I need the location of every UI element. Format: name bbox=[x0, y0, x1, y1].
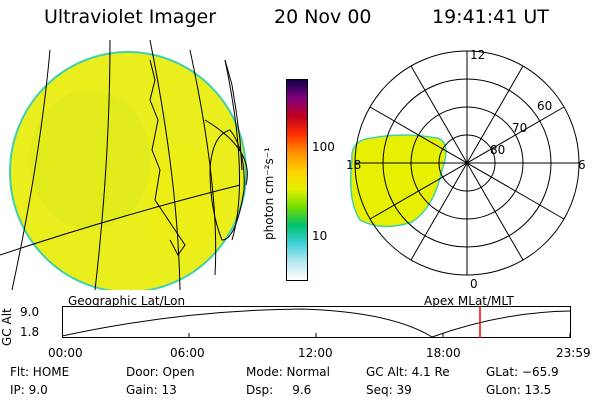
time-tick-1200: 12:00 bbox=[298, 346, 333, 360]
altitude-curve bbox=[62, 308, 571, 338]
apex-label: Apex MLat/MLT bbox=[424, 294, 514, 308]
mlt-label-18: 18 bbox=[346, 158, 362, 172]
polar-mlt-map bbox=[349, 50, 580, 276]
mlt-label-0: 0 bbox=[470, 277, 478, 291]
auroral-emission-region bbox=[349, 134, 447, 228]
geographic-label: Geographic Lat/Lon bbox=[68, 294, 186, 308]
status-glon: GLon: 13.5 bbox=[486, 383, 552, 397]
mlat-label-70: 70 bbox=[512, 121, 528, 135]
status-ip: IP: 9.0 bbox=[10, 383, 48, 397]
colorbar bbox=[286, 79, 308, 281]
time-tick-0600: 06:00 bbox=[170, 346, 205, 360]
gc-alt-axis-label: GC Alt bbox=[0, 308, 14, 346]
status-door: Door: Open bbox=[126, 365, 195, 379]
mlat-label-60: 60 bbox=[537, 99, 553, 113]
status-gc-alt: GC Alt: 4.1 Re bbox=[366, 365, 450, 379]
status-gain: Gain: 13 bbox=[126, 383, 177, 397]
time-tick-2359: 23:59 bbox=[556, 346, 591, 360]
app-title: Ultraviolet Imager bbox=[44, 6, 217, 28]
status-flt: Flt: HOME bbox=[10, 365, 70, 379]
time-tick-1800: 18:00 bbox=[426, 346, 461, 360]
status-glat: GLat: −65.9 bbox=[486, 365, 559, 379]
alt-tick-high: 9.0 bbox=[20, 305, 40, 319]
alt-tick-low: 1.8 bbox=[20, 325, 40, 339]
mlat-label-80: 80 bbox=[490, 143, 506, 157]
mlt-label-12: 12 bbox=[470, 48, 486, 62]
geographic-globe-image bbox=[0, 40, 248, 290]
colorbar-tick-100: 100 bbox=[312, 140, 335, 154]
status-dsp: Dsp: 9.6 bbox=[246, 383, 312, 397]
colorbar-tick-10: 10 bbox=[312, 229, 328, 243]
colorbar-unit-label: photon cm⁻²s⁻¹ bbox=[262, 147, 276, 240]
time-label: 19:41:41 UT bbox=[432, 6, 549, 28]
mlt-label-6: 6 bbox=[578, 158, 586, 172]
time-tick-0000: 00:00 bbox=[48, 346, 83, 360]
status-seq: Seq: 39 bbox=[366, 383, 412, 397]
date-label: 20 Nov 00 bbox=[274, 6, 372, 28]
altitude-plot bbox=[62, 306, 571, 338]
status-mode: Mode: Normal bbox=[246, 365, 330, 379]
